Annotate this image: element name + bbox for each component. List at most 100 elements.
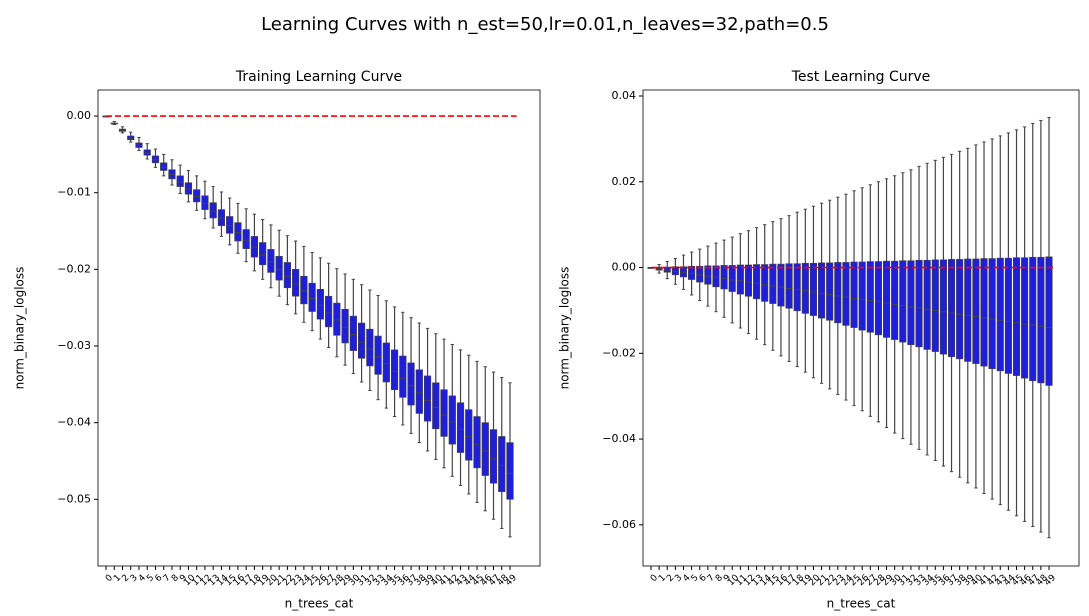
box: [809, 262, 817, 316]
box: [720, 265, 728, 290]
y-tick-label: −0.06: [602, 518, 636, 531]
box: [769, 263, 777, 304]
box: [883, 260, 891, 338]
x-tick-label: 5: [690, 573, 701, 584]
box: [242, 229, 250, 249]
x-tick-label: 4: [137, 573, 148, 584]
box: [793, 263, 801, 312]
x-tick-label: 8: [170, 573, 181, 584]
x-tick-label: 6: [153, 573, 164, 584]
box: [1037, 256, 1045, 384]
box: [234, 222, 242, 242]
box: [988, 258, 996, 370]
plot-frame: [97, 89, 541, 567]
box: [506, 442, 514, 500]
box: [259, 242, 267, 266]
box: [1012, 257, 1021, 376]
box: [696, 265, 704, 283]
box: [777, 263, 785, 307]
y-tick-label: −0.04: [57, 416, 91, 429]
box: [728, 265, 736, 292]
box: [308, 282, 316, 312]
y-tick-label: 0.04: [612, 89, 637, 102]
x-tick-label: 3: [673, 573, 684, 584]
figure-title: Learning Curves with n_est=50,lr=0.01,n_…: [261, 14, 829, 35]
box: [407, 362, 415, 406]
y-tick-label: −0.02: [602, 346, 636, 359]
box: [923, 259, 931, 350]
box: [160, 162, 168, 171]
box: [939, 259, 947, 355]
plot-frame: [642, 89, 1080, 567]
box: [899, 260, 907, 343]
y-axis-label: norm_binary_logloss: [558, 267, 572, 390]
box: [209, 202, 217, 219]
box: [415, 369, 423, 414]
box: [374, 335, 382, 375]
y-tick-label: −0.03: [57, 339, 91, 352]
box: [201, 195, 209, 210]
box: [947, 259, 956, 358]
x-axis-label: n_trees_cat: [827, 597, 896, 611]
y-tick-label: −0.04: [602, 432, 636, 445]
box: [456, 402, 465, 453]
y-tick-label: −0.01: [57, 186, 91, 199]
x-tick-label: 5: [145, 573, 156, 584]
box: [382, 342, 390, 383]
box: [866, 261, 874, 333]
box: [736, 264, 744, 295]
box: [292, 269, 300, 297]
box: [440, 389, 448, 437]
axes-title: Training Learning Curve: [235, 69, 402, 85]
box: [333, 302, 341, 336]
box: [907, 260, 915, 346]
box: [1021, 257, 1029, 379]
y-tick-label: 0.00: [67, 109, 92, 122]
box: [341, 308, 349, 344]
box: [801, 262, 809, 314]
box: [891, 260, 899, 340]
box: [744, 264, 753, 297]
x-tick-label: 1: [112, 573, 123, 584]
box: [390, 349, 399, 391]
x-tick-label: 0: [104, 573, 115, 584]
box: [267, 249, 275, 273]
box: [423, 375, 432, 422]
box: [193, 189, 201, 203]
box: [275, 256, 283, 281]
x-axis-label: n_trees_cat: [285, 597, 354, 611]
x-tick-label: 4: [681, 573, 692, 584]
box: [850, 261, 858, 328]
box: [964, 258, 972, 362]
box: [818, 262, 826, 319]
box: [972, 258, 980, 364]
box: [473, 416, 481, 469]
box: [465, 409, 473, 461]
box: [753, 264, 761, 300]
y-tick-label: 0.00: [612, 261, 637, 274]
box: [176, 175, 184, 187]
x-tick-label: 49: [1043, 573, 1058, 588]
box: [956, 259, 964, 360]
x-tick-label: 9: [178, 573, 189, 584]
box: [712, 265, 720, 288]
box: [915, 259, 923, 348]
box: [931, 259, 939, 352]
x-tick-label: 2: [120, 573, 131, 584]
box: [399, 355, 407, 398]
box: [366, 328, 374, 367]
x-tick-label: 1: [657, 573, 668, 584]
box: [858, 261, 866, 331]
box: [1029, 256, 1037, 382]
x-tick-label: 9: [722, 573, 733, 584]
box: [226, 216, 234, 234]
x-tick-label: 8: [714, 573, 725, 584]
box: [316, 288, 324, 320]
box: [489, 429, 498, 484]
x-tick-label: 2: [665, 573, 676, 584]
box: [688, 265, 696, 280]
x-tick-label: 7: [162, 573, 173, 584]
box: [349, 315, 357, 351]
box: [300, 275, 308, 305]
